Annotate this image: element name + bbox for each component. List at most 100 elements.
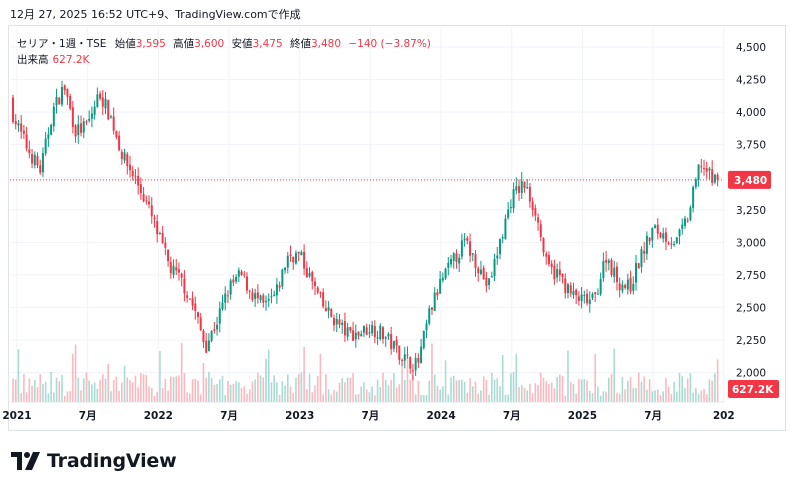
candle-body (289, 254, 292, 256)
volume-bar (496, 378, 499, 402)
candle-body (259, 295, 262, 301)
high-label: 高値 (173, 38, 195, 50)
candle-body (286, 255, 289, 268)
volume-bar (148, 386, 150, 402)
candle-body (109, 116, 112, 118)
candle-body (444, 268, 447, 279)
volume-bar (406, 357, 409, 402)
candle-body (107, 100, 110, 120)
volume-bar (126, 377, 129, 402)
candle-body (183, 278, 186, 294)
volume-bar (58, 381, 61, 402)
candle-body (294, 252, 297, 264)
volume-bar (273, 375, 275, 402)
candle-body (713, 174, 716, 183)
candle-body (537, 217, 540, 223)
volume-bar (542, 377, 545, 402)
tradingview-logo[interactable]: TradingView (11, 450, 177, 472)
volume-bar (186, 392, 188, 402)
candle-body (93, 106, 96, 115)
candle-body (411, 370, 414, 372)
candle-body (545, 253, 548, 257)
candle-body (112, 116, 115, 131)
candle-body (501, 237, 504, 239)
volume-bar (670, 394, 673, 402)
volume-bar (594, 354, 596, 402)
time-axis: 2021 7月 2022 7月 2023 7月 2024 7月 2025 7月 202 (2, 401, 735, 422)
volume-bar (33, 380, 36, 402)
volume-bar (711, 380, 713, 402)
volume-bar (325, 374, 327, 402)
candle-body (493, 259, 496, 277)
candle-body (77, 124, 80, 136)
candle-body (637, 263, 640, 269)
volume-bar (602, 391, 605, 402)
volume-bar (673, 381, 675, 402)
volume-bar (104, 378, 107, 402)
volume-bar (112, 379, 115, 402)
volume-bar (564, 395, 567, 402)
candle-body (139, 184, 142, 194)
volume-bar (170, 376, 172, 402)
volume-bar (129, 380, 131, 402)
volume-bar (412, 374, 414, 402)
candle-body (308, 272, 311, 277)
candle-body (512, 189, 515, 209)
volume-bar (257, 372, 259, 402)
candle-body (150, 205, 153, 217)
candle-body (265, 300, 268, 303)
volume-bar (515, 354, 518, 402)
volume-bar (681, 376, 684, 402)
candle-body (670, 243, 673, 245)
volume-bar (510, 373, 512, 402)
time-tick-label: 2025 (568, 410, 597, 422)
volume-bar (183, 373, 186, 402)
candle-body (441, 277, 444, 281)
volume-bar (142, 374, 145, 402)
candle-body (55, 96, 58, 106)
candle-body (504, 218, 507, 239)
candle-body (463, 238, 466, 241)
volume-bar (295, 377, 297, 402)
candle-body (520, 180, 523, 193)
volume-bar (327, 389, 330, 402)
volume-bar (632, 388, 635, 402)
candle-body (711, 169, 714, 183)
candle-body (583, 295, 586, 297)
volume-bar (262, 377, 265, 402)
volume-bar (194, 378, 197, 402)
candle-body (390, 333, 393, 349)
candle-body (689, 207, 692, 220)
candle-body (167, 249, 170, 262)
candle-body (177, 269, 180, 273)
volume-bar (243, 386, 246, 402)
candle-body (134, 175, 137, 177)
last-price-text: 3,480 (734, 175, 767, 187)
candle-body (469, 241, 472, 256)
volume-bar (175, 376, 178, 402)
candle-body (401, 360, 404, 362)
volume-bar (597, 386, 599, 402)
candle-body (273, 294, 276, 297)
volume-bar (575, 393, 577, 402)
candle-body (80, 123, 83, 133)
candle-body (697, 164, 700, 180)
candle-body (232, 279, 235, 283)
candle-body (63, 85, 66, 91)
candle-body (569, 285, 572, 294)
candle-body (376, 337, 379, 339)
volume-bar (648, 379, 651, 402)
volume-bar (246, 393, 248, 402)
candle-body (596, 293, 599, 295)
volume-bar (216, 384, 218, 402)
candle-body (14, 120, 17, 125)
volume-bar (197, 380, 199, 402)
volume-bar (643, 376, 645, 402)
volume-bar (167, 390, 169, 402)
candle-body (235, 276, 238, 282)
candle-body (44, 138, 47, 154)
volume-bar (608, 377, 610, 402)
chart-panel[interactable] (8, 25, 786, 431)
volume-bar (110, 391, 112, 402)
